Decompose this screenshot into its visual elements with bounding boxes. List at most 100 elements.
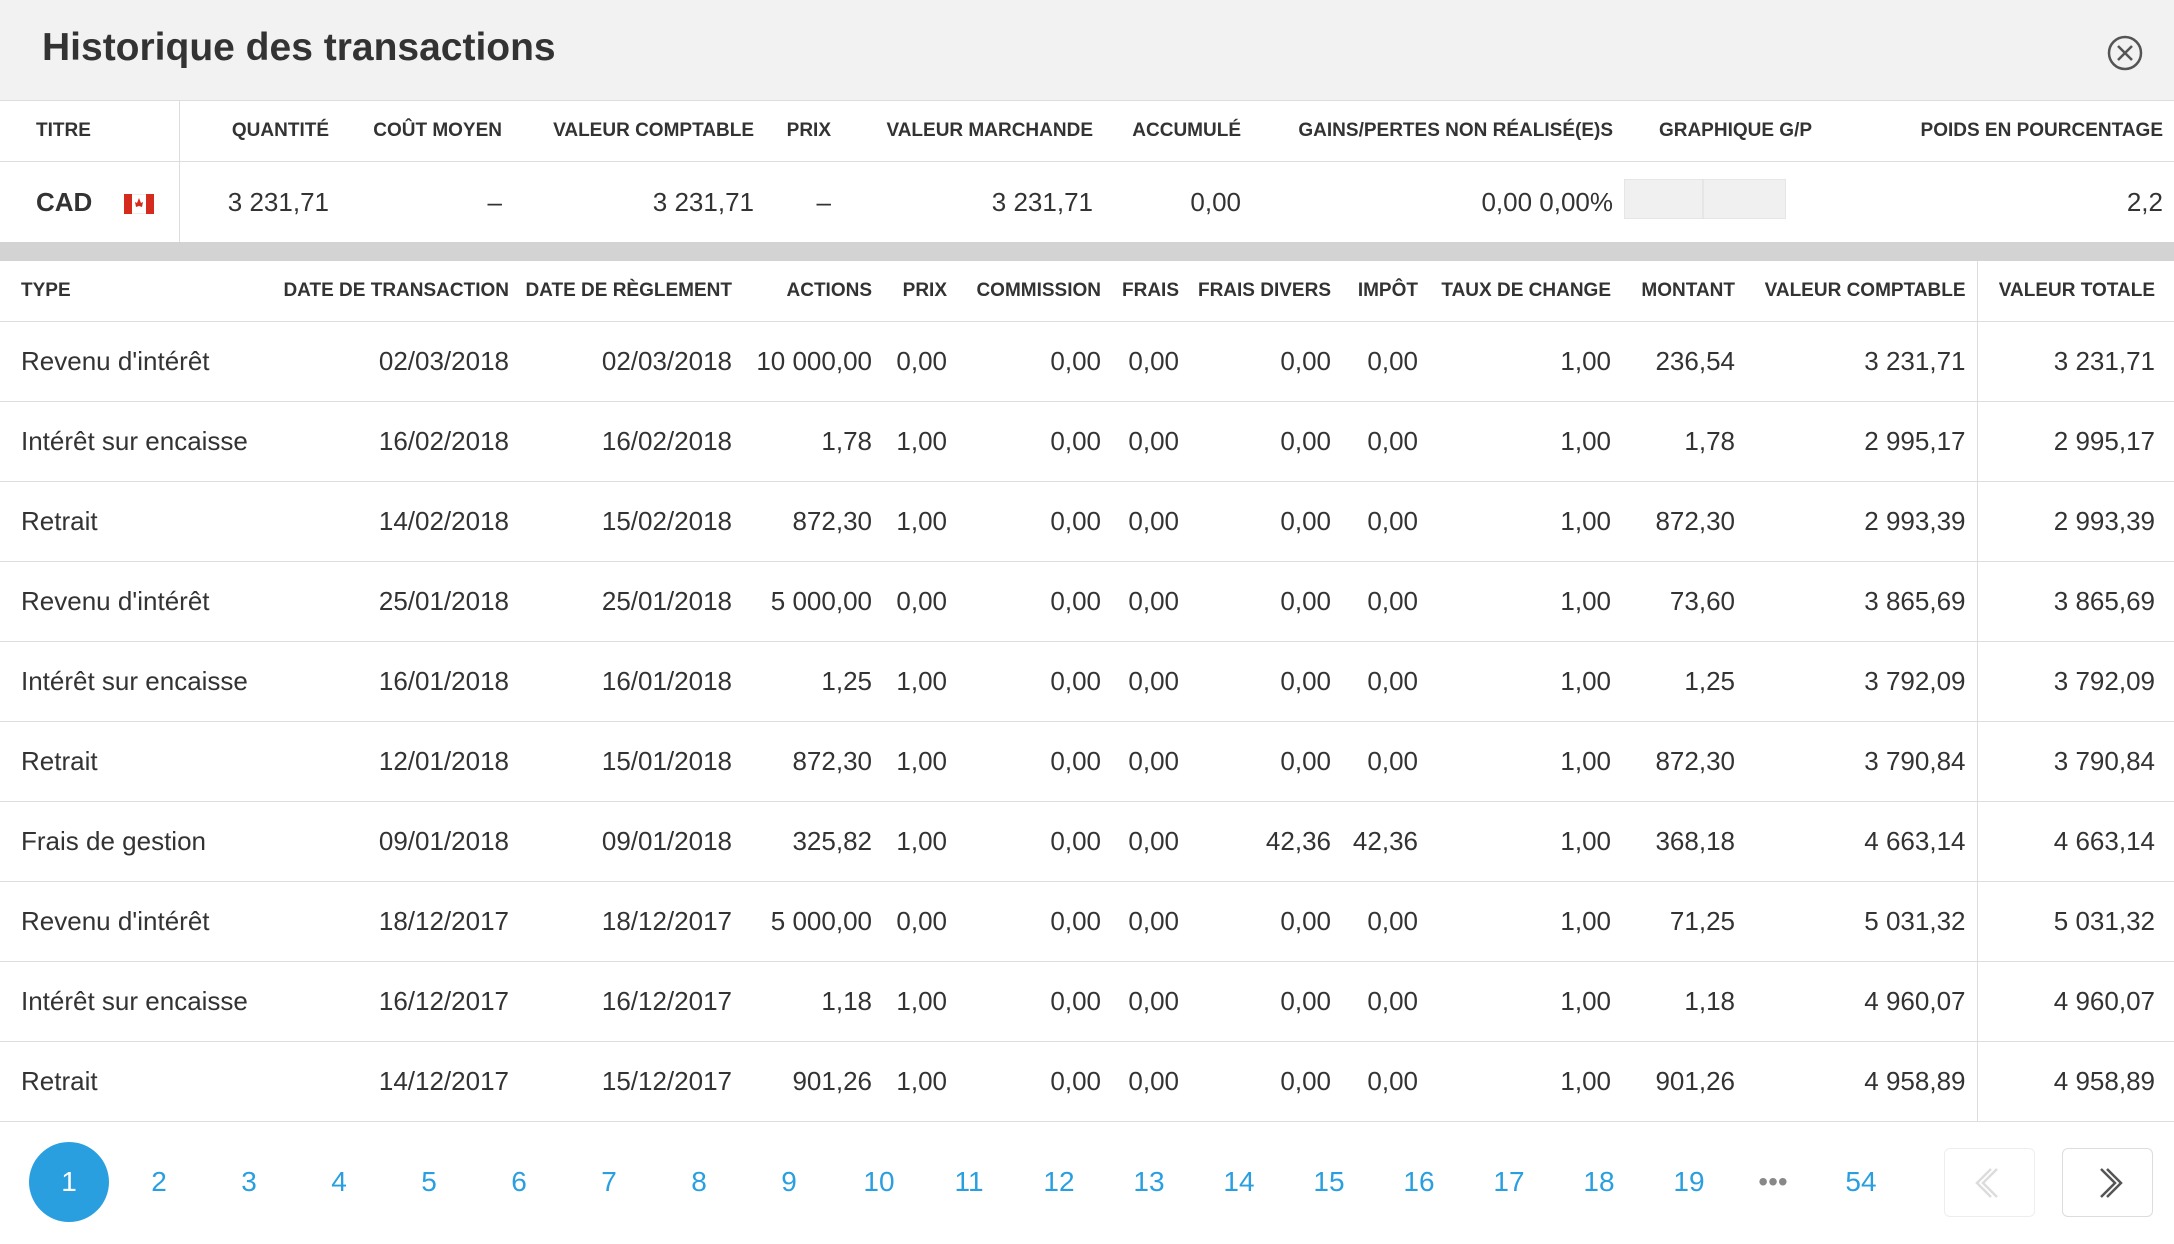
column-header: QUANTITÉ xyxy=(179,101,340,162)
cell: 0,00 xyxy=(958,961,1112,1042)
page-number[interactable]: 4 xyxy=(331,1166,347,1197)
cell: 15/01/2018 xyxy=(520,721,743,802)
column-header: FRAIS DIVERS xyxy=(1190,261,1342,322)
cell: 0,00 xyxy=(1342,1041,1429,1122)
cell: 3 231,71 xyxy=(1746,321,1977,402)
cell: 0,00 xyxy=(1342,481,1429,562)
cell: 0,00 xyxy=(1112,1041,1190,1122)
cell: 872,30 xyxy=(743,721,883,802)
page-number[interactable]: 2 xyxy=(151,1166,167,1197)
cell: 3 792,09 xyxy=(1976,641,2174,722)
cell: 1,00 xyxy=(1429,881,1622,962)
page-number[interactable]: 7 xyxy=(601,1166,617,1197)
cell: 73,60 xyxy=(1622,561,1746,642)
page-number[interactable]: 11 xyxy=(954,1166,984,1197)
cell: Revenu d'intérêt xyxy=(0,321,263,402)
page-number[interactable]: 14 xyxy=(1223,1166,1255,1197)
page-number[interactable]: 5 xyxy=(421,1166,437,1197)
page-number[interactable]: 54 xyxy=(1845,1166,1877,1197)
cell: 1,00 xyxy=(883,1041,958,1122)
column-header: FRAIS xyxy=(1112,261,1190,322)
column-header: VALEUR MARCHANDE xyxy=(842,101,1104,162)
cell: 236,54 xyxy=(1622,321,1746,402)
column-header: GRAPHIQUE G/P xyxy=(1624,101,1858,162)
cell: 16/02/2018 xyxy=(520,401,743,482)
cell: 14/02/2018 xyxy=(263,481,520,562)
cell: 1,00 xyxy=(1429,801,1622,882)
cell: 1,00 xyxy=(883,401,958,482)
cell: 5 000,00 xyxy=(743,561,883,642)
cell: 0,00 xyxy=(1190,641,1342,722)
column-header: ACTIONS xyxy=(743,261,883,322)
cell: 1,00 xyxy=(1429,641,1622,722)
cell: 4 663,14 xyxy=(1746,801,1977,882)
cell: 4 958,89 xyxy=(1746,1041,1977,1122)
summary-cell: 3 231,71 xyxy=(991,186,1093,217)
transaction-row: Intérêt sur encaisse 16/12/2017 16/12/2017… xyxy=(0,961,2174,1042)
page-number[interactable]: 19 xyxy=(1673,1166,1705,1197)
cell: 25/01/2018 xyxy=(263,561,520,642)
page-number[interactable]: 13 xyxy=(1133,1166,1165,1197)
page-number[interactable]: 3 xyxy=(241,1166,257,1197)
cell: 1,25 xyxy=(1622,641,1746,722)
column-header: DATE DE TRANSACTION xyxy=(263,261,520,322)
summary-cell: CAD xyxy=(0,161,180,242)
page-number[interactable]: 18 xyxy=(1583,1166,1615,1197)
cell: 1,78 xyxy=(1622,401,1746,482)
cell: 16/12/2017 xyxy=(263,961,520,1042)
page-number[interactable]: 9 xyxy=(781,1166,797,1197)
cell: 5 000,00 xyxy=(743,881,883,962)
cell: 368,18 xyxy=(1622,801,1746,882)
cell: 1,00 xyxy=(1429,561,1622,642)
cell: 0,00 xyxy=(1190,881,1342,962)
summary-cell: 3 231,71 xyxy=(652,186,754,217)
pl-bar xyxy=(1623,178,1787,219)
cell: 872,30 xyxy=(1622,721,1746,802)
cell: 0,00 xyxy=(958,881,1112,962)
transaction-row: Frais de gestion 09/01/2018 09/01/2018 325,… xyxy=(0,801,2174,882)
transaction-row: Retrait 12/01/2018 15/01/2018 872,30 1,00 0,0… xyxy=(0,721,2174,802)
next-button[interactable] xyxy=(2062,1148,2153,1217)
page-number[interactable]: 10 xyxy=(863,1166,895,1197)
page-number[interactable]: 15 xyxy=(1313,1166,1345,1197)
cell: 42,36 xyxy=(1342,801,1429,882)
prev-button[interactable] xyxy=(1944,1148,2035,1217)
cell: 0,00 xyxy=(958,481,1112,562)
cell: 0,00 xyxy=(883,881,958,962)
cell: 0,00 xyxy=(1112,401,1190,482)
page-number[interactable]: 6 xyxy=(511,1166,527,1197)
summary-cell: – xyxy=(816,186,831,217)
transaction-row: Intérêt sur encaisse 16/02/2018 16/02/2018… xyxy=(0,401,2174,482)
cell: 3 865,69 xyxy=(1746,561,1977,642)
cell: 872,30 xyxy=(743,481,883,562)
page-number[interactable]: 17 xyxy=(1493,1166,1525,1197)
page-number[interactable]: 16 xyxy=(1403,1166,1435,1197)
cell: 325,82 xyxy=(743,801,883,882)
cell: 1,18 xyxy=(743,961,883,1042)
column-header: MONTANT xyxy=(1622,261,1746,322)
cell: 0,00 xyxy=(1342,881,1429,962)
cell: 5 031,32 xyxy=(1746,881,1977,962)
summary-cell: 0,00 0,00% xyxy=(1481,186,1613,217)
page-number[interactable]: 8 xyxy=(691,1166,707,1197)
transactions-table: TYPE DATE DE TRANSACTION DATE DE RÈGLEMENT… xyxy=(0,261,2174,1122)
column-header: COÛT MOYEN xyxy=(340,101,513,162)
summary-cell: 2,2 xyxy=(2126,186,2163,217)
cell: 1,00 xyxy=(1429,1041,1622,1122)
cell: 1,25 xyxy=(743,641,883,722)
cell: 4 958,89 xyxy=(1976,1041,2174,1122)
cell: 1,00 xyxy=(1429,481,1622,562)
cell: 0,00 xyxy=(1112,801,1190,882)
column-header: GAINS/PERTES NON RÉALISÉ(E)S xyxy=(1252,101,1624,162)
cell: 1,00 xyxy=(883,961,958,1042)
transaction-row: Intérêt sur encaisse 16/01/2018 16/01/2018… xyxy=(0,641,2174,722)
cell: Revenu d'intérêt xyxy=(0,881,263,962)
cell: 872,30 xyxy=(1622,481,1746,562)
page-number[interactable]: 1 xyxy=(29,1142,109,1222)
cell: 4 663,14 xyxy=(1976,801,2174,882)
cell: 71,25 xyxy=(1622,881,1746,962)
cell: 4 960,07 xyxy=(1746,961,1977,1042)
close-button[interactable] xyxy=(2106,34,2144,72)
cell: 12/01/2018 xyxy=(263,721,520,802)
page-number[interactable]: 12 xyxy=(1043,1166,1075,1197)
